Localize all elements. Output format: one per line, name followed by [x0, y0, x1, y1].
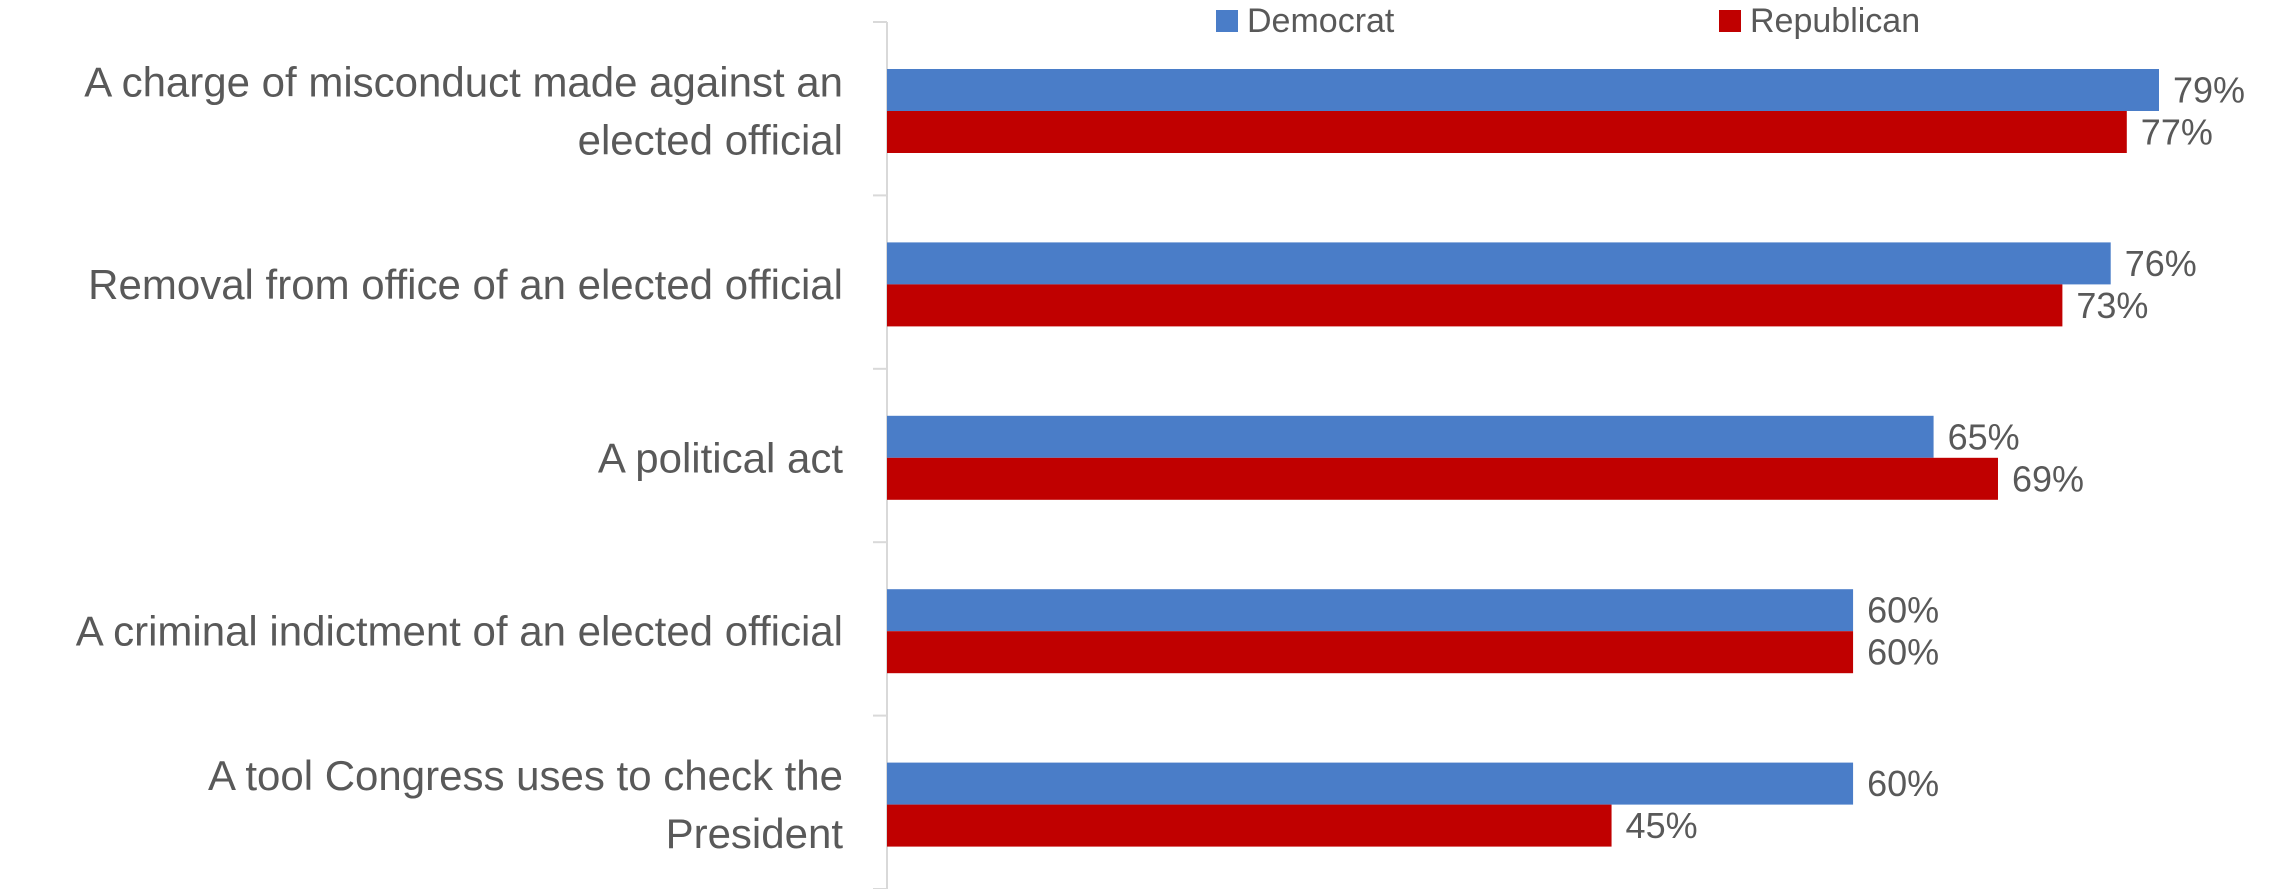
bar-republican-1 [887, 284, 2063, 327]
category-label-4-line-0: A tool Congress uses to check the [208, 752, 843, 799]
bar-republican-0 [887, 111, 2127, 153]
data-label-republican-2: 69% [2012, 458, 2084, 499]
data-label-democrat-4: 60% [1867, 763, 1939, 804]
bar-republican-4 [887, 804, 1612, 847]
category-label-1-line-0: Removal from office of an elected offici… [88, 261, 843, 308]
bar-republican-3 [887, 631, 1854, 674]
category-label-2-line-0: A political act [598, 434, 843, 481]
data-label-republican-3: 60% [1867, 632, 1939, 673]
bar-democrat-4 [887, 762, 1854, 805]
category-label-4-line-1: President [666, 810, 844, 857]
legend-swatch-republican [1719, 10, 1741, 32]
data-label-democrat-0: 79% [2173, 70, 2245, 111]
data-label-republican-0: 77% [2141, 112, 2213, 153]
data-label-republican-1: 73% [2076, 285, 2148, 326]
bar-democrat-2 [887, 415, 1934, 458]
legend-label-republican: Republican [1750, 2, 1920, 40]
bar-democrat-0 [887, 69, 2159, 111]
data-label-democrat-3: 60% [1867, 590, 1939, 631]
data-label-democrat-2: 65% [1948, 416, 2020, 457]
category-label-3-line-0: A criminal indictment of an elected offi… [76, 608, 843, 655]
legend-label-democrat: Democrat [1247, 2, 1395, 40]
bar-democrat-3 [887, 589, 1854, 632]
legend-swatch-democrat [1216, 10, 1238, 32]
category-label-0-line-1: elected official [578, 117, 843, 164]
data-label-republican-4: 45% [1626, 805, 1698, 846]
bar-republican-2 [887, 457, 1998, 500]
bar-democrat-1 [887, 242, 2111, 285]
category-label-0-line-0: A charge of misconduct made against an [84, 59, 843, 106]
data-label-democrat-1: 76% [2125, 243, 2197, 284]
